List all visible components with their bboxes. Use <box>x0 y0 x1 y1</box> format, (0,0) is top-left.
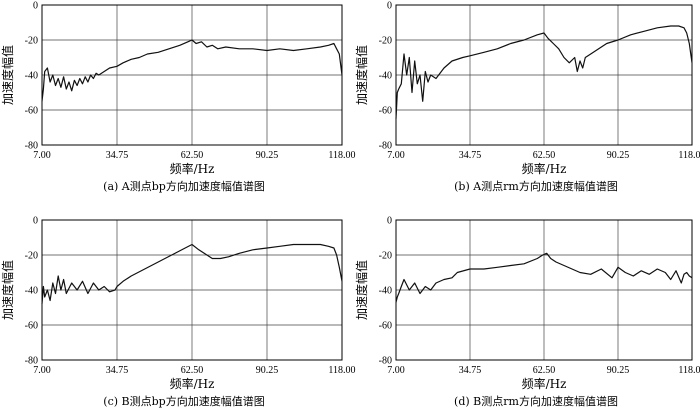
x-tick-label: 90.25 <box>256 150 279 161</box>
x-tick-label: 34.75 <box>459 150 482 161</box>
y-tick-label: -80 <box>379 141 392 152</box>
x-tick-label: 62.50 <box>533 365 556 376</box>
y-tick-label: 0 <box>387 1 392 12</box>
x-tick-label: 7.00 <box>33 150 51 161</box>
x-tick-label: 90.25 <box>256 365 279 376</box>
y-axis-label: 加速度幅值 <box>354 260 369 320</box>
x-axis-label: 频率/Hz <box>170 376 215 391</box>
x-tick-label: 7.00 <box>33 365 51 376</box>
plot-frame <box>395 219 693 361</box>
x-tick-label: 90.25 <box>607 150 630 161</box>
x-tick-label: 118.00 <box>678 150 700 161</box>
x-tick-label: 118.00 <box>328 150 355 161</box>
y-tick-label: -20 <box>379 251 392 262</box>
x-tick-label: 90.25 <box>607 365 630 376</box>
x-axis-label: 频率/Hz <box>522 376 567 391</box>
y-tick-label: -80 <box>25 356 38 367</box>
x-tick-label: 7.00 <box>387 150 405 161</box>
spectrum-line <box>395 25 693 119</box>
x-tick-label: 118.00 <box>328 365 355 376</box>
y-tick-label: -20 <box>25 36 38 47</box>
y-axis-label: 加速度幅值 <box>354 45 369 105</box>
y-tick-label: -40 <box>379 71 392 82</box>
chart-panel-d: 0 -20 -40 -60 -807.00 34.75 62.50 90.25 118.00 加速… <box>354 216 700 409</box>
chart-panel-a: 0 -20 -40 -60 -807.00 34.75 62.50 90.25 118.00 加速… <box>0 1 356 194</box>
spectrum-line <box>41 39 343 102</box>
y-axis-label: 加速度幅值 <box>0 45 15 105</box>
panel-caption: (d) B测点rm方向加速度幅值谱图 <box>454 394 618 408</box>
x-axis-label: 频率/Hz <box>170 161 215 176</box>
x-axis-label: 频率/Hz <box>522 161 567 176</box>
plot-frame <box>395 4 693 146</box>
y-tick-label: 0 <box>33 1 38 12</box>
y-tick-label: -60 <box>379 321 392 332</box>
y-tick-label: -60 <box>25 321 38 332</box>
y-tick-label: -40 <box>25 286 38 297</box>
y-tick-label: 0 <box>33 216 38 227</box>
y-tick-label: -20 <box>379 36 392 47</box>
y-axis-label: 加速度幅值 <box>0 260 15 320</box>
spectrum-line <box>395 252 693 303</box>
x-tick-label: 118.00 <box>678 365 700 376</box>
spectrum-line <box>41 243 343 305</box>
x-tick-label: 34.75 <box>106 365 129 376</box>
y-tick-label: -20 <box>25 251 38 262</box>
chart-panel-c: 0 -20 -40 -60 -807.00 34.75 62.50 90.25 118.00 加速… <box>0 216 356 409</box>
x-tick-label: 62.50 <box>181 150 204 161</box>
x-tick-label: 62.50 <box>181 365 204 376</box>
x-tick-label: 62.50 <box>533 150 556 161</box>
y-tick-label: -40 <box>25 71 38 82</box>
plot-frame <box>41 219 343 361</box>
y-tick-label: -40 <box>379 286 392 297</box>
y-tick-label: -60 <box>25 106 38 117</box>
panel-caption: (c) B测点bp方向加速度幅值谱图 <box>103 394 264 408</box>
chart-panel-b: 0 -20 -40 -60 -807.00 34.75 62.50 90.25 118.00 加速… <box>354 1 700 194</box>
y-tick-label: -80 <box>25 141 38 152</box>
y-tick-label: 0 <box>387 216 392 227</box>
panel-caption: (a) A测点bp方向加速度幅值谱图 <box>103 179 265 193</box>
y-tick-label: -80 <box>379 356 392 367</box>
panel-caption: (b) A测点rm方向加速度幅值谱图 <box>454 179 618 193</box>
x-tick-label: 34.75 <box>106 150 129 161</box>
x-tick-label: 34.75 <box>459 365 482 376</box>
y-tick-label: -60 <box>379 106 392 117</box>
x-tick-label: 7.00 <box>387 365 405 376</box>
